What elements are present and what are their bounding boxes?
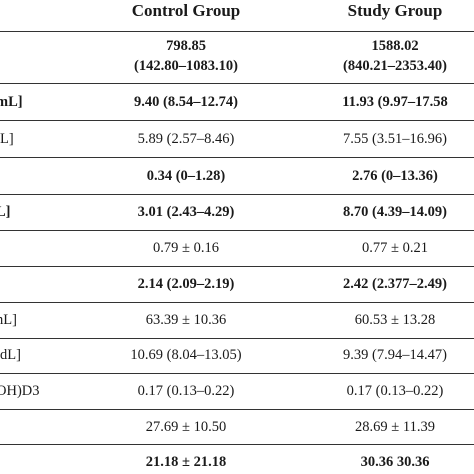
cell-control-row-5: 0.79 ± 0.16 — [153, 240, 219, 256]
row-rule — [0, 444, 474, 445]
column-header-study: Study Group — [347, 1, 443, 20]
cell-control-row-6: 2.14 (2.09–2.19) — [137, 276, 235, 292]
row-rule — [0, 83, 474, 84]
row-label-7: nL] — [0, 312, 17, 328]
cell-control-row-1: 9.40 (8.54–12.74) — [134, 94, 238, 110]
cell-control-row-9: 0.17 (0.13–0.22) — [137, 383, 235, 399]
row-label-9: OH)D3 — [0, 383, 40, 399]
cell-study-row-1: 11.93 (9.97–17.58 — [342, 94, 448, 110]
cell-control-row-0: 798.85 (142.80–1083.10) — [134, 38, 238, 74]
row-label-10: ] — [0, 418, 1, 436]
cell-study-row-8: 9.39 (7.94–14.47) — [343, 347, 447, 363]
cell-control-row-11: 21.18 ± 21.18 — [145, 454, 227, 470]
row-rule — [0, 157, 474, 158]
row-rule — [0, 409, 474, 410]
row-rule — [0, 120, 474, 121]
cell-study-row-9: 0.17 (0.13–0.22) — [346, 383, 444, 399]
row-rule — [0, 194, 474, 195]
row-label-1: mL] — [0, 94, 23, 110]
row-label-3: ] — [0, 167, 1, 185]
row-rule — [0, 338, 474, 339]
cell-study-row-4: 8.70 (4.39–14.09) — [343, 204, 447, 220]
row-label-4: L] — [0, 204, 11, 220]
cell-study-row-7: 60.53 ± 13.28 — [354, 312, 436, 328]
cell-study-row-10: 28.69 ± 11.39 — [355, 419, 435, 435]
cell-study-row-6: 2.42 (2.377–2.49) — [343, 276, 447, 292]
cell-study-row-0: 1588.02 (840.21–2353.40) — [343, 38, 447, 74]
cell-control-row-8: 10.69 (8.04–13.05) — [130, 347, 242, 363]
cell-study-row-3: 2.76 (0–13.36) — [352, 168, 438, 184]
cell-control-row-4: 3.01 (2.43–4.29) — [137, 204, 235, 220]
cell-control-row-3: 0.34 (0–1.28) — [146, 168, 226, 184]
cell-study-row-5: 0.77 ± 0.21 — [362, 240, 428, 256]
row-label-2: /L] — [0, 131, 14, 147]
row-rule — [0, 302, 474, 303]
cell-control-row-2: 5.89 (2.57–8.46) — [137, 131, 235, 147]
row-rule — [0, 230, 474, 231]
cell-study-row-11: 30.36 30.36 — [360, 454, 430, 470]
cell-control-row-7: 63.39 ± 10.36 — [145, 312, 227, 328]
cell-study-row-2: 7.55 (3.51–16.96) — [343, 131, 447, 147]
cell-control-row-10: 27.69 ± 10.50 — [145, 419, 227, 435]
row-rule — [0, 373, 474, 374]
row-rule — [0, 266, 474, 267]
header-rule — [0, 31, 474, 32]
column-header-control: Control Group — [131, 1, 241, 20]
row-label-8: /dL] — [0, 347, 21, 363]
